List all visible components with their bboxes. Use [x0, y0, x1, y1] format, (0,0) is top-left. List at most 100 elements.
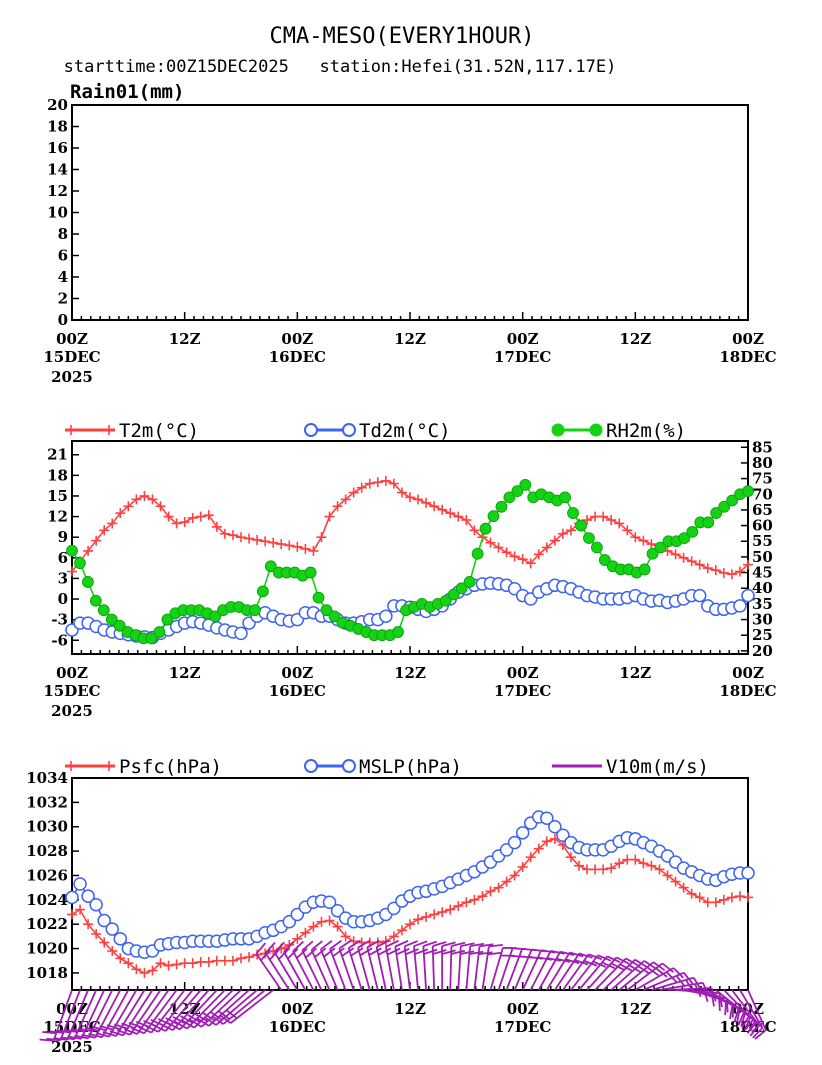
wind-barb-feather: [292, 940, 304, 952]
data-point-dot: [710, 507, 723, 519]
data-point-dot: [145, 632, 158, 645]
x-day-label: 15DEC: [43, 348, 100, 366]
wind-barb-feather: [196, 1017, 210, 1027]
data-point-dot: [726, 494, 738, 507]
temp-y-tick-label: -3: [51, 611, 68, 629]
wind-barb-feather: [597, 954, 612, 962]
data-point-dot: [89, 594, 102, 607]
wind-barb-feather: [53, 1037, 68, 1041]
data-point-dot: [320, 604, 333, 617]
wind-barb-staff: [208, 989, 250, 1027]
temp-y-tick-label: 15: [47, 487, 68, 505]
wind-barb-feather: [460, 942, 475, 947]
rain-y-tick-label: 8: [58, 225, 68, 243]
data-point-dot: [567, 507, 579, 519]
rh-y-tick-label: 75: [752, 470, 773, 488]
legend-label: Psfc(hPa): [119, 756, 222, 778]
data-point-dot: [264, 560, 277, 573]
data-point-circle: [379, 609, 393, 623]
wind-barb-feather: [606, 955, 621, 964]
rh-y-tick-label: 25: [752, 626, 773, 644]
wind-barb-feather: [314, 947, 327, 958]
rain-y-tick-label: 0: [58, 311, 68, 329]
wind-barb-staff: [87, 989, 114, 1039]
wind-barb-feather: [550, 949, 565, 955]
rain-y-tick-label: 18: [47, 118, 68, 136]
wind-barb-feather: [404, 940, 418, 948]
x-year-label: 2025: [51, 368, 93, 386]
wind-barb-feather: [202, 1012, 216, 1022]
wind-barb-feather: [49, 1030, 64, 1034]
wind-barb-feather: [655, 967, 668, 978]
wind-barb-feather: [752, 1027, 764, 1039]
wind-barb-feather: [92, 1025, 107, 1032]
wind-barb-staff: [94, 989, 122, 1039]
x-tick-label: 00Z: [281, 1000, 313, 1018]
legend-marker: [304, 759, 318, 773]
wind-barb-feather: [189, 1018, 202, 1028]
wind-barb-feather: [565, 958, 580, 965]
wind-barb-staff: [150, 989, 186, 1034]
data-point-dot: [638, 563, 651, 576]
wind-barb-feather: [583, 959, 598, 967]
wind-barb-feather: [60, 1036, 75, 1041]
legend-label: Td2m(°C): [359, 420, 451, 442]
data-point-dot: [519, 478, 532, 491]
legend-label: MSLP(hPa): [359, 756, 462, 778]
wind-barb-feather: [81, 1033, 96, 1039]
rh-y-tick-label: 35: [752, 595, 773, 613]
wind-barb-feather: [301, 940, 314, 952]
data-point-dot: [511, 485, 524, 498]
data-point-dot: [646, 547, 659, 560]
legend-entry: Td2m(°C): [304, 420, 451, 442]
wind-barb-feather: [423, 940, 437, 947]
data-point-dot: [598, 554, 611, 566]
wind-barb-feather: [296, 947, 308, 959]
rh-y-tick-label: 40: [752, 579, 773, 597]
temp-y-tick-label: 3: [58, 569, 68, 587]
wind-barb-feather: [287, 948, 299, 960]
wind-barb-feather: [113, 1023, 128, 1030]
rain-y-tick-label: 4: [58, 268, 68, 286]
wind-barb-feather: [460, 950, 475, 955]
wind-barb-feather: [385, 939, 399, 948]
wind-barb-feather: [423, 948, 438, 955]
data-point-dot: [97, 604, 110, 617]
wind-barb-feather: [99, 1025, 114, 1031]
data-point-dot: [503, 491, 516, 504]
temp-y-tick-label: 12: [47, 508, 68, 526]
plot-frame-3: [71, 777, 749, 991]
wind-barb-feather: [479, 943, 494, 948]
wind-barb-staff: [115, 989, 146, 1037]
wind-barb-feather: [305, 947, 317, 959]
series-t2: [66, 478, 754, 645]
rh-y-tick-label: 30: [752, 611, 773, 629]
x-tick-label: 00Z: [281, 330, 313, 348]
x-tick-label: 00Z: [732, 1000, 764, 1018]
pres-y-tick-label: 1032: [26, 793, 68, 811]
wind-barb-feather: [414, 948, 429, 955]
wind-barb-feather: [167, 1022, 181, 1031]
wind-barb-feather: [754, 1029, 767, 1040]
wind-barb-feather: [77, 1027, 92, 1033]
legend-marker: [304, 423, 318, 437]
wind-barb-feather: [432, 941, 447, 947]
legend-entry: RH2m(%): [551, 420, 686, 442]
data-point-circle: [733, 599, 747, 613]
wind-barb-feather: [488, 943, 503, 948]
data-point-dot: [742, 485, 754, 498]
wind-barb-staff: [108, 989, 138, 1038]
x-tick-label: 12Z: [619, 1000, 651, 1018]
data-point-circle: [548, 819, 562, 834]
rh-y-tick-label: 85: [752, 438, 773, 456]
x-tick-label: 00Z: [732, 664, 764, 682]
data-point-circle: [234, 626, 248, 641]
data-point-circle: [65, 890, 79, 905]
rain-y-tick-label: 6: [58, 247, 68, 265]
wind-barb-staff: [157, 989, 194, 1033]
legend-marker: [342, 759, 356, 773]
wind-barb-feather: [569, 951, 584, 958]
wind-barb-staff: [310, 949, 331, 991]
series-t0: [67, 475, 753, 580]
